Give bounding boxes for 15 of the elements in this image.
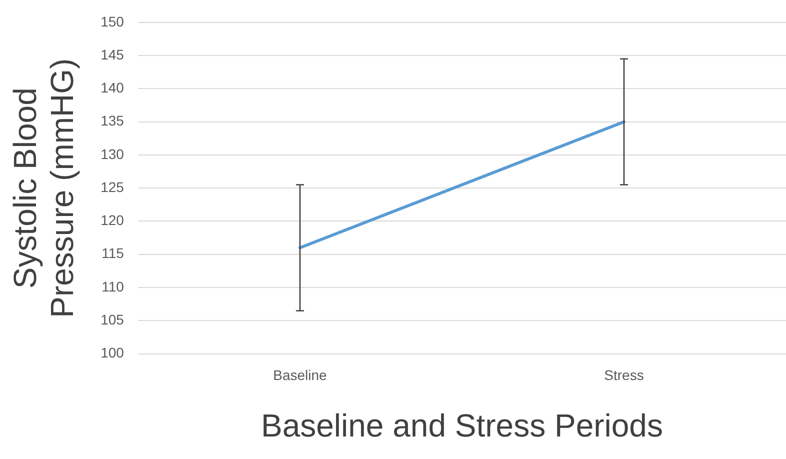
y-tick-label: 130 — [100, 146, 124, 162]
y-tick-label: 115 — [102, 245, 124, 262]
y-tick-label: 140 — [100, 80, 124, 96]
x-axis-title: Baseline and Stress Periods — [260, 408, 663, 444]
y-tick-label: 150 — [100, 13, 124, 30]
y-tick-label: 120 — [100, 212, 124, 228]
y-tick-label: 110 — [102, 278, 124, 294]
y-tick-label: 105 — [100, 312, 124, 328]
x-tick-label: Stress — [604, 367, 644, 384]
y-tick-label: 145 — [100, 46, 124, 62]
y-tick-label: 125 — [100, 178, 124, 195]
y-tick-label: 135 — [100, 112, 124, 129]
x-tick-label: Baseline — [273, 367, 328, 384]
y-tick-label: 100 — [100, 344, 124, 361]
y-axis-title: Systolic Blood Pressure (mmHG) — [7, 58, 80, 318]
